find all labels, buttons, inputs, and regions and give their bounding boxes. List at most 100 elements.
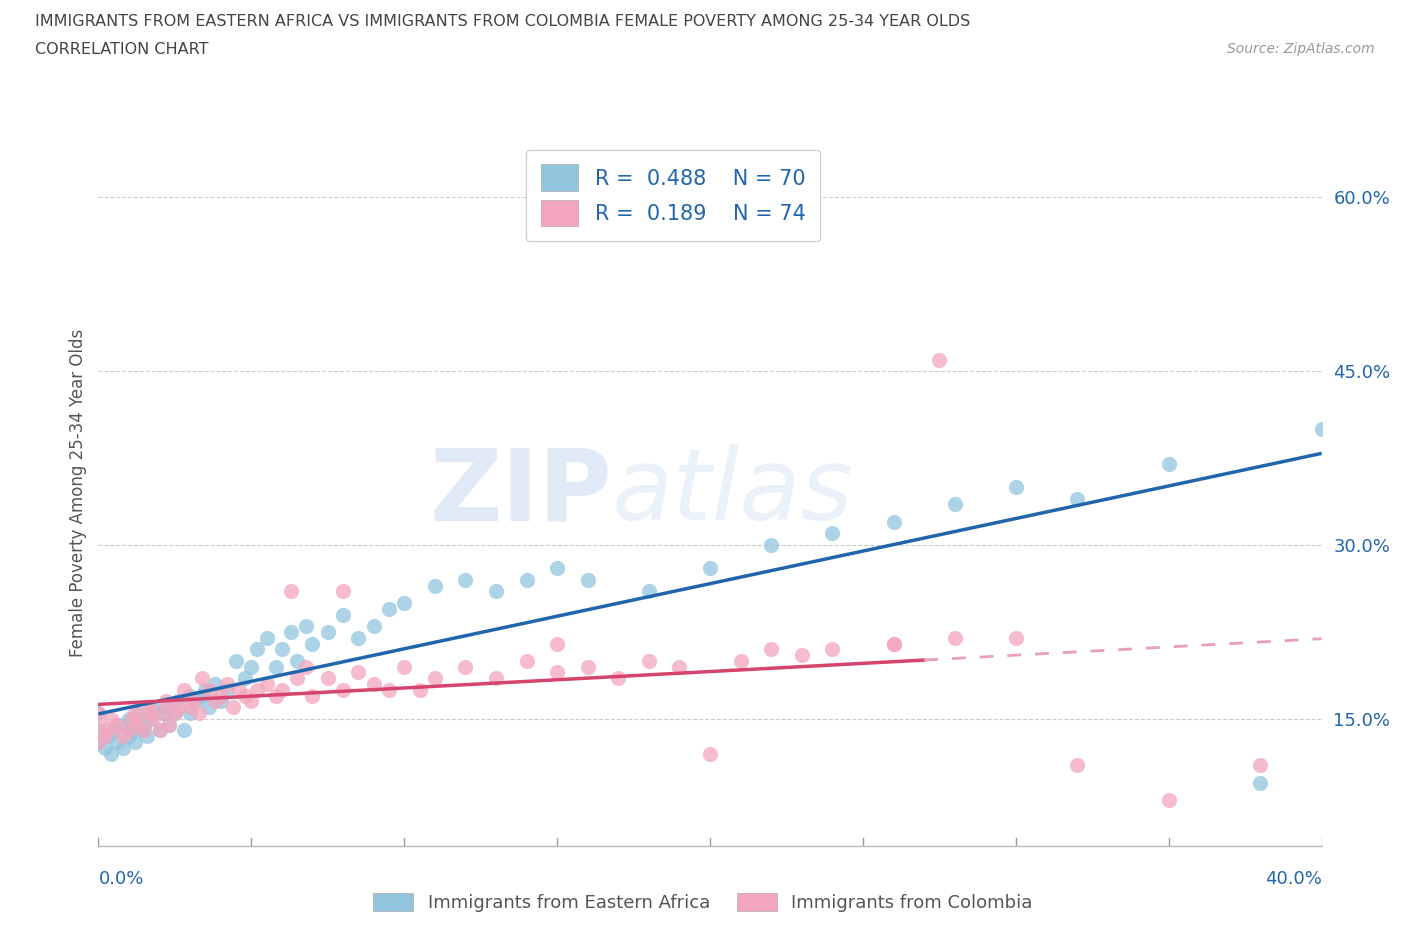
Point	[197, 683, 219, 698]
Point	[332, 584, 354, 599]
Point	[883, 636, 905, 651]
Point	[136, 729, 159, 744]
Point	[301, 636, 323, 651]
Point	[1004, 480, 1026, 495]
Y-axis label: Female Poverty Among 25-34 Year Olds: Female Poverty Among 25-34 Year Olds	[69, 329, 87, 657]
Point	[111, 740, 134, 755]
Point	[454, 659, 477, 674]
Text: 0.0%: 0.0%	[98, 870, 143, 887]
Point	[209, 694, 232, 709]
Point	[155, 699, 177, 714]
Point	[280, 625, 302, 640]
Point	[233, 688, 256, 703]
Point	[188, 706, 211, 721]
Point	[204, 677, 226, 692]
Point	[699, 746, 721, 761]
Point	[103, 723, 125, 737]
Point	[149, 723, 172, 737]
Point	[163, 706, 186, 721]
Point	[124, 735, 146, 750]
Point	[607, 671, 630, 685]
Point	[295, 618, 318, 633]
Legend: R =  0.488    N = 70, R =  0.189    N = 74: R = 0.488 N = 70, R = 0.189 N = 74	[526, 150, 821, 241]
Point	[883, 636, 905, 651]
Point	[179, 706, 201, 721]
Point	[191, 671, 214, 685]
Point	[149, 723, 172, 737]
Point	[181, 694, 204, 709]
Point	[87, 706, 110, 721]
Point	[163, 706, 186, 721]
Point	[108, 717, 131, 732]
Point	[157, 717, 180, 732]
Point	[1157, 457, 1180, 472]
Point	[240, 659, 263, 674]
Point	[1249, 758, 1271, 773]
Point	[87, 717, 110, 732]
Point	[97, 723, 120, 737]
Point	[332, 683, 354, 698]
Point	[928, 352, 950, 367]
Point	[546, 665, 568, 680]
Point	[246, 642, 269, 657]
Point	[127, 717, 149, 732]
Point	[121, 711, 143, 726]
Point	[821, 526, 844, 541]
Point	[139, 711, 162, 726]
Point	[1066, 758, 1088, 773]
Point	[883, 514, 905, 529]
Point	[637, 654, 661, 669]
Point	[790, 647, 813, 662]
Point	[142, 699, 165, 714]
Point	[295, 659, 318, 674]
Point	[759, 538, 782, 552]
Point	[454, 572, 477, 587]
Point	[668, 659, 690, 674]
Point	[87, 735, 110, 750]
Point	[1310, 421, 1333, 436]
Point	[186, 694, 208, 709]
Point	[256, 631, 278, 645]
Point	[1249, 775, 1271, 790]
Point	[100, 746, 122, 761]
Point	[191, 688, 214, 703]
Point	[256, 677, 278, 692]
Point	[1004, 631, 1026, 645]
Point	[280, 584, 302, 599]
Text: IMMIGRANTS FROM EASTERN AFRICA VS IMMIGRANTS FROM COLOMBIA FEMALE POVERTY AMONG : IMMIGRANTS FROM EASTERN AFRICA VS IMMIGR…	[35, 14, 970, 29]
Point	[157, 717, 180, 732]
Point	[264, 688, 287, 703]
Point	[228, 683, 250, 698]
Point	[209, 688, 232, 703]
Point	[363, 618, 385, 633]
Point	[516, 654, 538, 669]
Point	[423, 671, 446, 685]
Point	[246, 683, 269, 698]
Point	[87, 706, 110, 721]
Point	[270, 642, 292, 657]
Point	[270, 683, 292, 698]
Point	[215, 677, 238, 692]
Point	[301, 688, 323, 703]
Point	[142, 711, 165, 726]
Point	[759, 642, 782, 657]
Point	[316, 671, 339, 685]
Point	[179, 688, 201, 703]
Point	[347, 665, 370, 680]
Point	[637, 584, 661, 599]
Point	[173, 683, 195, 698]
Point	[105, 735, 128, 750]
Point	[363, 677, 385, 692]
Point	[485, 671, 508, 685]
Point	[134, 717, 156, 732]
Point	[378, 602, 401, 617]
Point	[139, 699, 162, 714]
Point	[167, 699, 190, 714]
Point	[87, 735, 110, 750]
Point	[118, 729, 141, 744]
Point	[316, 625, 339, 640]
Point	[124, 706, 146, 721]
Point	[423, 578, 446, 593]
Point	[516, 572, 538, 587]
Point	[392, 659, 416, 674]
